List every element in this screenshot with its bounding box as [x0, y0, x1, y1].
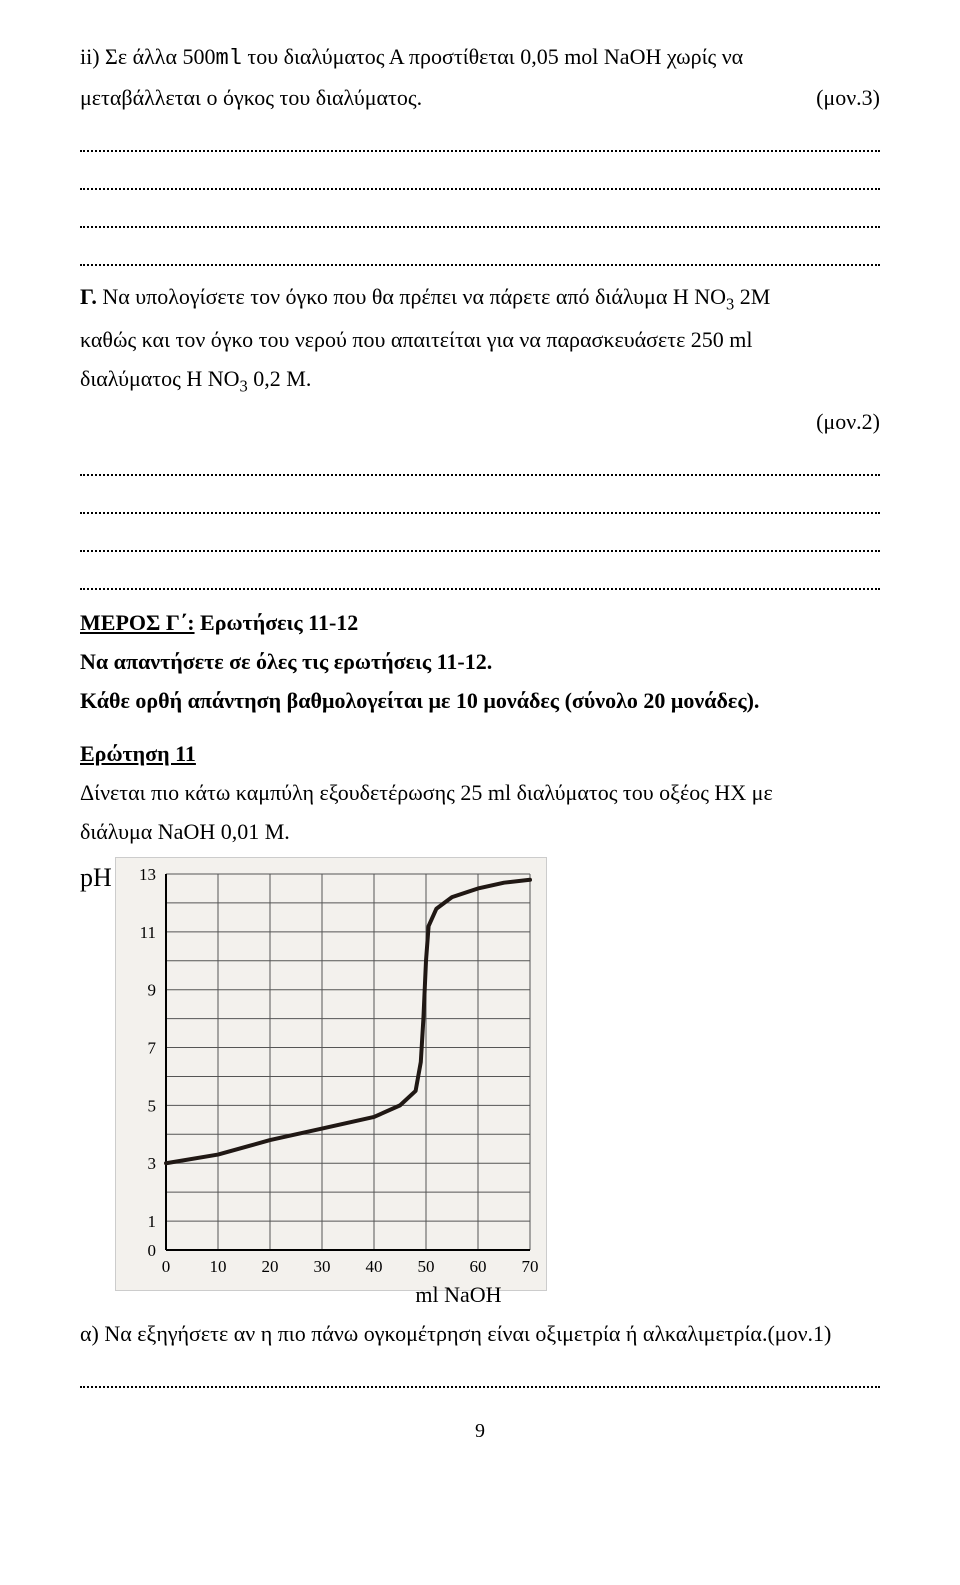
q-ii-text-a: ii) Σε άλλα 500 [80, 44, 215, 69]
q11-alpha: α) Να εξηγήσετε αν η πιο πάνω ογκομέτρησ… [80, 1317, 880, 1350]
titration-chart: 0135791113010203040506070 [116, 858, 546, 1290]
page-number: 9 [80, 1416, 880, 1446]
answer-line [80, 566, 880, 590]
svg-text:60: 60 [469, 1257, 486, 1276]
chart-wrap: 0135791113010203040506070 ml NaOH [116, 858, 546, 1299]
svg-text:70: 70 [521, 1257, 538, 1276]
q-g-line3: διαλύματος Η ΝΟ3 0,2 Μ. [80, 362, 880, 399]
answer-line [80, 452, 880, 476]
svg-text:13: 13 [139, 865, 156, 884]
q-ii-text-b: του διαλύματος Α προστίθεται 0,05 mol Na… [242, 44, 743, 69]
svg-text:9: 9 [147, 981, 156, 1000]
q-g-sub2: 3 [240, 377, 248, 396]
svg-text:3: 3 [147, 1155, 156, 1174]
svg-text:11: 11 [139, 923, 155, 942]
q-g-line1: Γ. Να υπολογίσετε τον όγκο που θα πρέπει… [80, 280, 880, 317]
part-c-heading: ΜΕΡΟΣ Γ΄: Ερωτήσεις 11-12 [80, 606, 880, 639]
q-g-text-1b: 2Μ [734, 284, 770, 309]
svg-text:5: 5 [147, 1097, 156, 1116]
svg-text:40: 40 [365, 1257, 382, 1276]
svg-text:50: 50 [417, 1257, 434, 1276]
part-c-head-a: ΜΕΡΟΣ Γ΄: [80, 610, 195, 635]
q-g-text-3a: διαλύματος Η ΝΟ [80, 366, 240, 391]
page: ii) Σε άλλα 500ml του διαλύματος Α προστ… [0, 0, 960, 1476]
answer-line [80, 1364, 880, 1388]
answer-line [80, 242, 880, 266]
x-axis-label: ml NaOH [415, 1278, 501, 1311]
q-ii-points: (μον.3) [816, 81, 880, 114]
q-g-prefix: Γ. [80, 284, 97, 309]
svg-text:30: 30 [313, 1257, 330, 1276]
q11-heading: Ερώτηση 11 [80, 737, 880, 770]
svg-text:20: 20 [261, 1257, 278, 1276]
svg-text:7: 7 [147, 1039, 156, 1058]
q11-line2: διάλυμα NaOH 0,01 Μ. [80, 815, 880, 848]
part-c-instr1: Να απαντήσετε σε όλες τις ερωτήσεις 11-1… [80, 645, 880, 678]
chart-row: pH 0135791113010203040506070 ml NaOH [80, 858, 880, 1299]
svg-text:0: 0 [162, 1257, 171, 1276]
q-g-text-3b: 0,2 Μ. [248, 366, 312, 391]
answer-line [80, 490, 880, 514]
q11-line1: Δίνεται πιο κάτω καμπύλη εξουδετέρωσης 2… [80, 776, 880, 809]
q-ii-line2: μεταβάλλεται ο όγκος του διαλύματος. [80, 81, 422, 114]
part-c-instr2: Κάθε ορθή απάντηση βαθμολογείται με 10 μ… [80, 684, 880, 717]
answer-line [80, 204, 880, 228]
answer-line [80, 128, 880, 152]
q-g-line2: καθώς και τον όγκο του νερού που απαιτεί… [80, 323, 880, 356]
svg-text:10: 10 [209, 1257, 226, 1276]
part-c-head-b: Ερωτήσεις 11-12 [195, 610, 359, 635]
q-ii-line2-row: μεταβάλλεται ο όγκος του διαλύματος. (μο… [80, 81, 880, 114]
q-ii-ml: ml [215, 46, 241, 71]
svg-text:1: 1 [147, 1212, 156, 1231]
answer-line [80, 166, 880, 190]
q-g-text-1a: Να υπολογίσετε τον όγκο που θα πρέπει να… [97, 284, 726, 309]
answer-line [80, 528, 880, 552]
q-ii-line1: ii) Σε άλλα 500ml του διαλύματος Α προστ… [80, 40, 880, 75]
svg-text:0: 0 [147, 1241, 156, 1260]
ph-axis-label: pH [80, 858, 112, 897]
q-g-points: (μον.2) [80, 405, 880, 438]
